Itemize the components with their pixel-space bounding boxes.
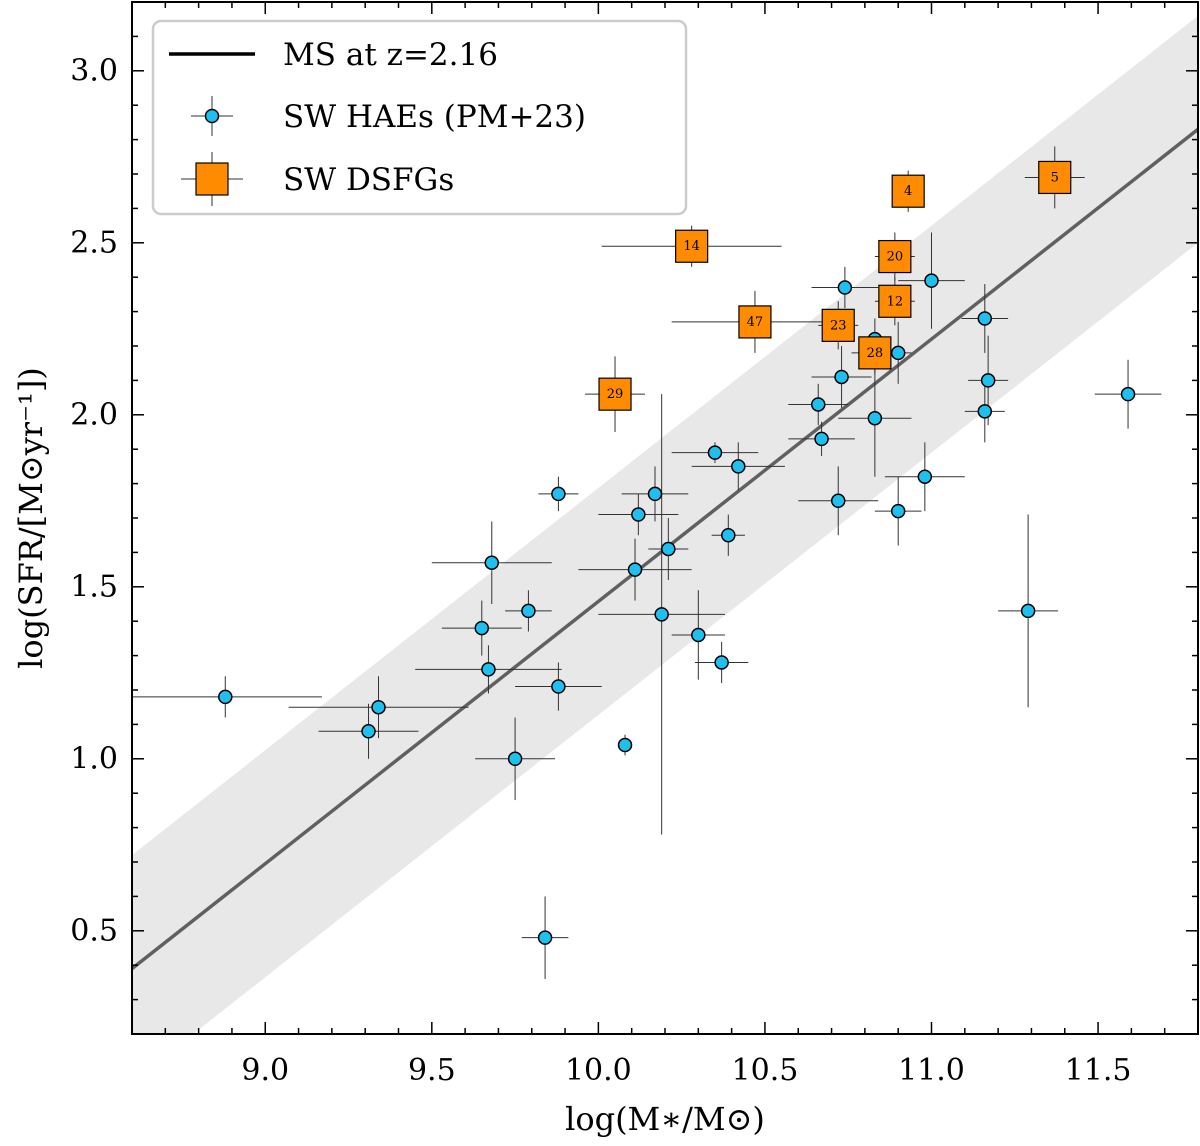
hae-point <box>627 562 643 577</box>
x-tick-label: 10.5 <box>732 1053 799 1088</box>
dsfg-point <box>738 305 772 339</box>
x-tick-label: 11.0 <box>898 1053 965 1088</box>
y-tick-label: 2.0 <box>70 397 118 432</box>
legend-entry-dsfgs: SW DSFGs <box>283 162 454 198</box>
hae-point <box>980 373 996 388</box>
dsfg-point <box>598 377 632 411</box>
x-tick-label: 9.5 <box>408 1053 456 1088</box>
y-tick-label: 1.0 <box>70 741 118 776</box>
dsfg-point <box>878 239 912 274</box>
hae-point <box>691 627 706 643</box>
hae-point <box>551 486 566 502</box>
axis-ticks <box>131 1 1199 1035</box>
y-tick-label: 2.5 <box>70 225 118 260</box>
dsfg-point <box>891 174 925 208</box>
hae-point <box>867 410 883 426</box>
hae-point <box>834 369 849 385</box>
dsfg-point-label: 29 <box>607 387 624 402</box>
x-axis-label: log(M∗/M⊙) <box>565 1100 765 1138</box>
hae-point <box>890 345 906 361</box>
y-tick-label: 1.5 <box>70 569 118 604</box>
dsfg-point-label: 20 <box>887 250 904 265</box>
dsfg-point <box>1038 160 1072 195</box>
dsfg-point-label: 14 <box>683 239 700 254</box>
hae-point <box>917 469 933 484</box>
hae-point <box>830 493 846 509</box>
hae-point <box>707 445 723 460</box>
dsfg-point-label: 23 <box>830 318 847 333</box>
hae-point <box>654 607 669 622</box>
hae-point <box>474 620 490 636</box>
dsfg-point <box>878 284 912 318</box>
hae-point <box>361 724 376 739</box>
y-tick-labels: 0.5 1.0 1.5 2.0 2.5 3.0 <box>70 53 118 948</box>
hae-point <box>371 699 386 715</box>
y-tick-label: 3.0 <box>70 53 118 88</box>
hae-point <box>551 679 566 694</box>
y-tick-label: 0.5 <box>70 913 118 948</box>
data-markers: 4 5 14 20 12 47 23 28 29 <box>218 160 1136 945</box>
dsfg-point-label: 28 <box>867 346 884 361</box>
hae-point <box>537 930 553 945</box>
hae-point <box>977 404 993 419</box>
hae-point <box>721 527 736 543</box>
hae-point <box>661 541 676 557</box>
hae-point <box>977 311 993 326</box>
hae-point <box>1120 386 1136 402</box>
x-tick-label: 10.0 <box>565 1053 632 1088</box>
legend-square-marker <box>195 162 229 196</box>
dsfg-point-label: 5 <box>1051 170 1059 185</box>
hae-point <box>810 397 826 412</box>
hae-point <box>617 737 633 753</box>
hae-point <box>481 662 496 677</box>
dsfg-point-label: 47 <box>747 315 764 330</box>
hae-point <box>521 603 536 619</box>
hae-point <box>631 507 646 522</box>
hae-point <box>714 655 729 670</box>
dsfg-point-label: 12 <box>887 294 904 309</box>
legend-entry-haes: SW HAEs (PM+23) <box>283 99 586 135</box>
legend-entry-ms: MS at z=2.16 <box>283 37 498 73</box>
legend-frame <box>151 19 688 216</box>
x-tick-label: 11.5 <box>1065 1053 1132 1088</box>
legend: MS at z=2.16 SW HAEs (PM+23) SW DSFGs <box>151 19 688 216</box>
hae-point <box>924 273 939 288</box>
hae-point <box>218 689 233 705</box>
dsfg-point <box>821 308 855 342</box>
hae-point <box>1020 603 1036 619</box>
y-axis-label: log(SFR/[M⊙yr⁻¹]) <box>12 367 50 669</box>
hae-point <box>731 459 746 474</box>
legend-circle-marker <box>204 108 220 124</box>
dsfg-point <box>675 229 709 263</box>
hae-point <box>814 431 829 447</box>
hae-point <box>507 751 523 767</box>
hae-point <box>837 280 853 295</box>
dsfg-point <box>858 336 892 370</box>
x-tick-labels: 9.0 9.5 10.0 10.5 11.0 11.5 <box>241 1053 1131 1088</box>
dsfg-point-label: 4 <box>904 184 912 199</box>
hae-point <box>484 555 500 570</box>
hae-point <box>890 503 906 519</box>
x-tick-label: 9.0 <box>241 1053 289 1088</box>
hae-point <box>647 486 663 502</box>
